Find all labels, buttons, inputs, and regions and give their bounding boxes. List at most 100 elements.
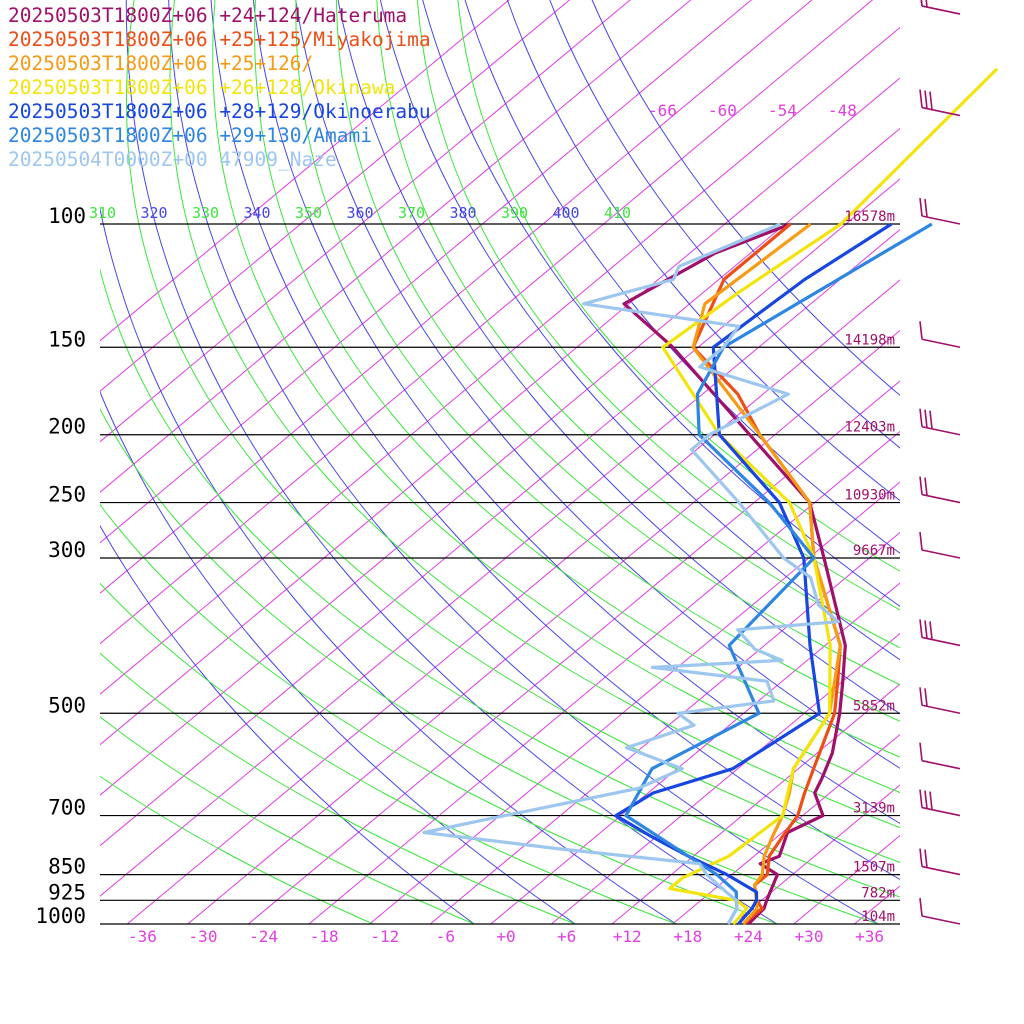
adiabat-line: [212, 0, 900, 794]
theta-labels: 310 320 330 340 350 360 370 380 390 400 410: [89, 204, 631, 222]
sounding-profiles: [422, 67, 999, 926]
isotherm-line: [793, 834, 900, 924]
temperature-tick-label: -6: [436, 927, 455, 946]
adiabat-line: [337, 0, 900, 715]
level-height-labels: 16578m 14198m 12403m 10930m 9667m 5852m 3139m 1…: [844, 209, 895, 925]
temperature-tick-label: -36: [128, 927, 157, 946]
sounding-line-4: [614, 222, 893, 926]
isotherm-line: [100, 77, 900, 746]
level-height-label: 1507m: [853, 860, 895, 876]
wind-barb: [919, 321, 961, 349]
adiabat-line: [100, 390, 576, 924]
isotherm-line: [429, 531, 900, 924]
pressure-tick-label: 1000: [35, 904, 86, 928]
wind-barb: [919, 897, 961, 925]
isotherm-line: [854, 885, 900, 924]
isotherm-line: [100, 178, 900, 847]
theta-label: 390: [501, 204, 528, 222]
isotherm-line: [369, 481, 900, 924]
theta-label: 370: [398, 204, 425, 222]
wind-barb: [919, 619, 961, 647]
level-height-label: 12403m: [844, 420, 895, 436]
isotherm-line: [100, 0, 874, 645]
wind-barb: [919, 848, 961, 876]
adiabat-line: [100, 652, 576, 924]
level-height-label: 9667m: [853, 543, 895, 559]
temperature-tick-label: -24: [249, 927, 278, 946]
adiabat-line: [100, 582, 677, 924]
level-height-label: 782m: [861, 885, 895, 901]
isotherm-line: [672, 733, 900, 924]
temperature-tick-labels: -36 -30 -24 -18 -12 -6 +0 +6 +12 +18 +24 +30 +36: [128, 927, 884, 946]
adiabat-line: [100, 524, 475, 924]
grid-lines: [100, 0, 1024, 924]
adiabat-line: [422, 0, 900, 607]
wind-barbs: [919, 0, 961, 925]
upper-temperature-label: -54: [768, 101, 797, 120]
isotherm-line: [732, 784, 900, 924]
adiabat-line: [252, 0, 900, 825]
adiabat-line: [416, 0, 900, 611]
adiabat-line: [295, 0, 900, 769]
adiabat-line: [295, 0, 900, 722]
isotherm-line: [100, 127, 900, 796]
isotherm-line: [100, 0, 752, 544]
adiabat-line: [125, 0, 778, 924]
wind-barb: [919, 531, 961, 559]
pressure-tick-label: 925: [48, 880, 86, 904]
adiabat-line: [100, 716, 475, 924]
isotherm-line: [100, 0, 813, 594]
upper-temperature-label: -60: [708, 101, 737, 120]
temperature-tick-label: +6: [557, 927, 576, 946]
legend-entry: 20250503T1800Z+06 +24+124/Hateruma: [8, 4, 408, 27]
adiabat-line: [169, 0, 900, 829]
legend-entry: 20250503T1800Z+06 +26+128/Okinawa: [8, 76, 396, 99]
pressure-tick-label: 300: [48, 538, 86, 562]
pressure-tick-label: 700: [48, 796, 86, 820]
temperature-tick-label: +0: [496, 927, 515, 946]
pressure-tick-label: 850: [48, 855, 86, 879]
level-height-label: 16578m: [844, 209, 895, 225]
theta-label: 360: [347, 204, 374, 222]
upper-temperature-labels: -66 -60 -54 -48: [648, 101, 857, 120]
isotherm-line: [100, 0, 692, 493]
wind-barb: [919, 742, 961, 770]
adiabat-line: [376, 0, 900, 649]
adiabat-line: [100, 206, 677, 924]
theta-label: 320: [141, 204, 168, 222]
temperature-tick-label: -30: [189, 927, 218, 946]
adiabat-line: [100, 408, 879, 924]
pressure-tick-label: 250: [48, 483, 86, 507]
wind-barb: [919, 789, 961, 817]
legend-entry: 20250503T1800Z+06 +28+129/Okinoerabu: [8, 100, 431, 123]
isotherm-line: [248, 380, 900, 924]
isotherm-line: [126, 279, 900, 924]
adiabat-line: [379, 0, 900, 661]
wind-barb: [920, 0, 961, 15]
isotherm-line: [100, 0, 510, 342]
adiabat-line: [100, 267, 900, 898]
isotherm-line: [915, 0, 1024, 924]
temperature-tick-label: -12: [370, 927, 399, 946]
upper-temperature-label: -66: [648, 101, 677, 120]
temperature-tick-label: -18: [310, 927, 339, 946]
wind-barb: [919, 197, 961, 225]
pressure-tick-label: 500: [48, 693, 86, 717]
wind-barb: [919, 687, 961, 715]
legend-entry: 20250503T1800Z+06 +25+125/Miyakojima: [8, 28, 431, 51]
wind-barb: [919, 476, 961, 504]
temperature-tick-label: +30: [795, 927, 824, 946]
adiabat-line: [335, 0, 900, 686]
level-height-label: 5852m: [853, 698, 895, 714]
theta-label: 330: [192, 204, 219, 222]
isotherm-line: [100, 0, 571, 392]
theta-label: 340: [244, 204, 271, 222]
legend-entry: 20250503T1800Z+06 +29+130/Amami: [8, 124, 372, 147]
legend-entry: 20250504T0000Z+00 47909_Naze: [8, 148, 337, 171]
adiabat-line: [457, 0, 900, 572]
level-height-label: 14198m: [844, 332, 895, 348]
wind-barb: [919, 89, 961, 117]
pressure-tick-label: 150: [48, 327, 86, 351]
